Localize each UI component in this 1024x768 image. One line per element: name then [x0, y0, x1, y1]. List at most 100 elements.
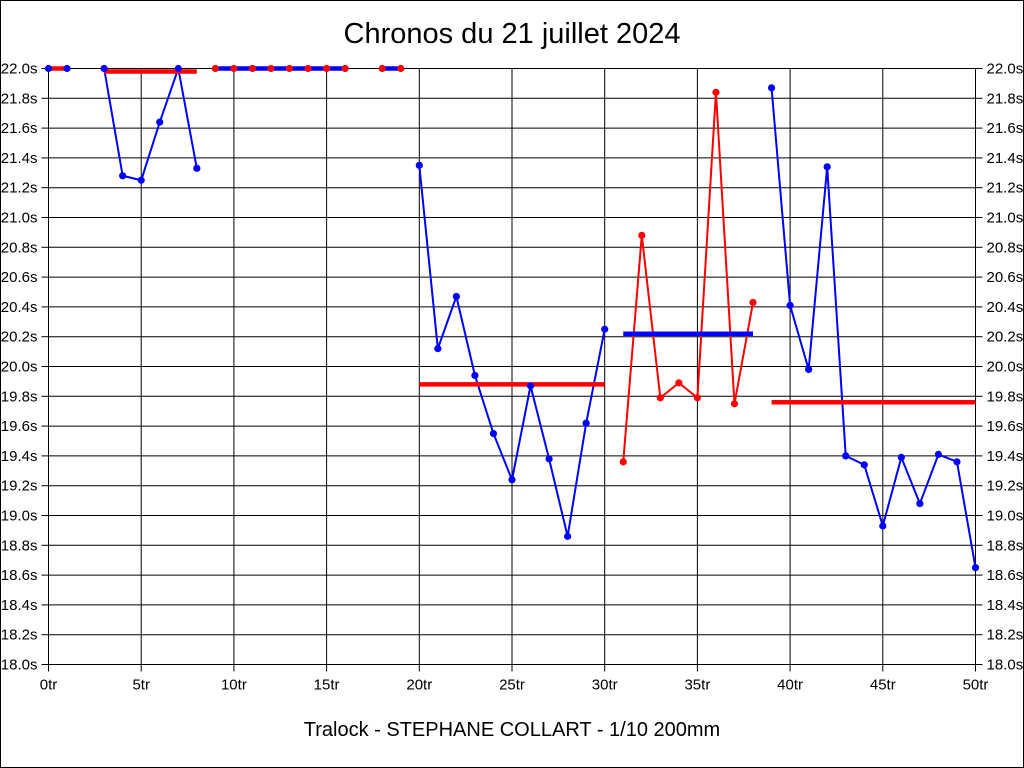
y-axis-label-left: 20.6s: [1, 269, 38, 286]
data-point-flight-2: [100, 64, 108, 73]
y-axis-label-left: 18.6s: [1, 567, 38, 584]
data-point-flight-3a: [267, 64, 275, 73]
y-axis-label-right: 20.8s: [987, 239, 1024, 256]
data-point-flight-6: [897, 453, 905, 461]
data-point-flight-3b: [397, 64, 405, 73]
y-axis-label-right: 20.4s: [987, 299, 1024, 316]
y-axis-label-left: 18.4s: [1, 597, 38, 614]
data-point-flight-2: [137, 176, 145, 184]
y-axis-label-left: 20.2s: [1, 329, 38, 346]
data-point-flight-4: [582, 419, 590, 427]
y-axis-label-right: 22.0s: [987, 61, 1024, 78]
y-axis-label-left: 19.4s: [1, 448, 38, 465]
data-point-flight-6: [860, 461, 868, 469]
data-point-flight-6: [767, 84, 776, 92]
chart-title: Chronos du 21 juillet 2024: [343, 18, 681, 50]
data-point-flight-4: [564, 532, 572, 540]
data-point-flight-3a: [285, 64, 294, 73]
data-point-flight-5: [656, 394, 664, 402]
y-axis-label-right: 18.2s: [987, 627, 1024, 644]
y-axis-label-right: 18.8s: [987, 537, 1024, 554]
data-point-flight-6: [786, 301, 794, 310]
data-point-flight-1: [44, 64, 53, 73]
chart-footer: Tralock - STEPHANE COLLART - 1/10 200mm: [303, 719, 721, 741]
y-axis-label-left: 19.2s: [1, 478, 38, 495]
data-point-flight-1: [63, 64, 71, 73]
y-axis-label-right: 19.4s: [987, 448, 1024, 465]
y-axis-label-left: 21.4s: [1, 150, 38, 167]
x-axis-label: 40tr: [777, 677, 803, 694]
data-point-flight-6: [805, 365, 813, 374]
y-axis-label-right: 21.4s: [987, 150, 1024, 167]
data-point-flight-5: [712, 88, 720, 96]
y-axis-label-left: 19.6s: [1, 418, 38, 435]
data-point-flight-3a: [230, 64, 238, 73]
data-point-flight-3a: [248, 64, 257, 73]
data-point-flight-4: [434, 345, 442, 353]
data-point-flight-4: [601, 325, 609, 333]
x-axis-label: 50tr: [963, 677, 989, 694]
plot-frame: [48, 68, 976, 665]
x-axis-label: 20tr: [406, 677, 432, 694]
data-point-flight-6: [916, 499, 924, 508]
data-point-flight-4: [526, 382, 535, 390]
y-axis-label-left: 18.8s: [1, 537, 38, 554]
y-axis-label-left: 21.2s: [1, 180, 38, 197]
y-axis-label-left: 18.0s: [1, 657, 38, 674]
data-point-flight-5: [675, 379, 683, 387]
x-axis-label: 5tr: [132, 677, 150, 694]
data-point-flight-6: [953, 458, 961, 466]
data-point-flight-3a: [304, 64, 312, 73]
y-axis-label-right: 18.4s: [987, 597, 1024, 614]
data-point-flight-4: [452, 292, 460, 301]
x-axis-label: 10tr: [221, 677, 247, 694]
x-axis-label: 45tr: [870, 677, 896, 694]
data-point-flight-6: [934, 450, 943, 459]
data-point-flight-5: [638, 231, 646, 239]
y-axis-label-left: 20.4s: [1, 299, 38, 316]
data-point-flight-5: [749, 298, 757, 307]
data-point-flight-3a: [323, 64, 331, 73]
x-axis-label: 25tr: [499, 677, 525, 694]
data-point-flight-2: [119, 172, 127, 180]
y-axis-label-left: 21.0s: [1, 210, 38, 227]
y-axis-label-right: 19.0s: [987, 508, 1024, 525]
y-axis-label-right: 21.2s: [987, 180, 1024, 197]
x-axis-label: 0tr: [40, 677, 58, 694]
data-point-flight-6: [879, 522, 887, 530]
y-axis-label-left: 21.8s: [1, 90, 38, 107]
data-point-flight-3a: [211, 64, 219, 73]
y-axis-label-left: 19.8s: [1, 388, 38, 405]
y-axis-label-right: 19.2s: [987, 478, 1024, 495]
data-point-flight-4: [471, 371, 479, 380]
data-point-flight-2: [193, 164, 201, 172]
y-axis-label-left: 21.6s: [1, 120, 38, 137]
data-point-flight-4: [508, 476, 516, 484]
data-point-flight-3a: [341, 64, 349, 73]
y-axis-label-left: 19.0s: [1, 508, 38, 525]
y-axis-label-right: 18.6s: [987, 567, 1024, 584]
data-point-flight-2: [174, 64, 182, 73]
data-point-flight-3b: [378, 64, 386, 73]
y-axis-label-left: 20.0s: [1, 359, 38, 376]
y-axis-label-right: 20.0s: [987, 359, 1024, 376]
y-axis-label-right: 20.6s: [987, 269, 1024, 286]
data-point-flight-6: [842, 452, 850, 460]
data-point-flight-5: [730, 400, 739, 408]
series-line-flight-5: [622, 92, 755, 462]
y-axis-label-left: 20.8s: [1, 239, 38, 256]
data-point-flight-4: [489, 429, 498, 438]
y-axis-label-right: 21.6s: [987, 120, 1024, 137]
series-line-flight-2: [103, 64, 198, 182]
y-axis-label-left: 18.2s: [1, 627, 38, 644]
y-axis-label-left: 22.0s: [1, 61, 38, 78]
data-point-flight-4: [415, 161, 423, 169]
data-point-flight-5: [693, 394, 702, 402]
y-axis-label-right: 21.8s: [987, 90, 1024, 107]
y-axis-label-right: 19.6s: [987, 418, 1024, 435]
data-point-flight-6: [823, 163, 831, 171]
series-line-flight-6: [770, 87, 977, 568]
data-point-flight-4: [545, 455, 553, 463]
